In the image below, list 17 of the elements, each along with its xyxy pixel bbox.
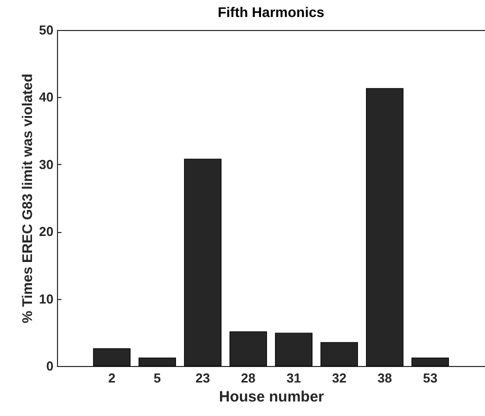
y-tick-label: 40 <box>39 90 54 105</box>
y-axis-title: % Times EREC G83 limit was violated <box>19 74 36 324</box>
y-tick-label: 0 <box>46 358 54 374</box>
y-tick-label: 10 <box>39 291 54 306</box>
y-tick-label: 20 <box>39 224 54 240</box>
chart-title: Fifth Harmonics <box>218 4 324 20</box>
x-axis-title: House number <box>218 388 324 406</box>
y-tick-label: 50 <box>39 22 54 38</box>
x-tick-label: 32 <box>332 370 346 386</box>
x-tick-label: 28 <box>241 370 256 386</box>
y-tick-label: 30 <box>39 156 54 172</box>
x-tick-label: 31 <box>286 370 301 386</box>
x-tick-label: 38 <box>377 370 392 386</box>
x-tick-label: 23 <box>196 370 210 386</box>
x-tick-label: 5 <box>154 370 161 386</box>
x-tick-label: 53 <box>422 370 438 386</box>
x-tick-label: 2 <box>108 370 116 386</box>
